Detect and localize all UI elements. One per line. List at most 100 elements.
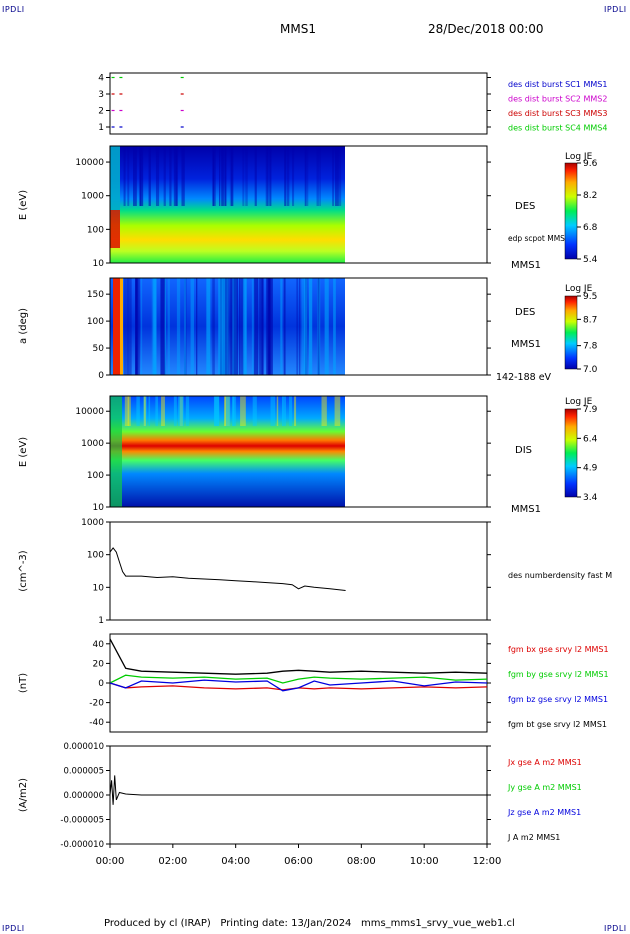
des-stripe: [163, 146, 166, 206]
pa-stripe: [333, 278, 336, 375]
dis-energy-y-ticks: 10000 1000 100 10: [75, 407, 491, 513]
footer-filename: mms_mms1_srvy_vue_web1.cl: [360, 918, 515, 929]
des-pitch-colorbar: Log JE 9.5 8.7 7.8 7.0: [564, 284, 598, 375]
des-stripe: [284, 146, 286, 206]
colorbar-tick-label: 7.8: [583, 342, 598, 352]
des-pitch-onset-red: [113, 278, 120, 375]
pa-stripe: [261, 278, 264, 375]
pa-stripe: [304, 278, 308, 375]
time-axis-ticks: 00:00 02:00 04:00 06:00 08:00 10:00 12:00: [96, 844, 501, 867]
des-stripe: [286, 146, 290, 206]
pa-stripe: [233, 278, 239, 375]
dis-stripe: [161, 396, 165, 426]
density-ylabel: (cm^-3): [18, 550, 29, 591]
pa-stripe: [140, 278, 143, 375]
dis-stripe: [143, 396, 146, 426]
des-pitch-y-tick-label: 150: [87, 290, 104, 300]
pa-stripe: [135, 278, 138, 375]
dis-stripe: [173, 396, 177, 426]
des-stripe: [292, 146, 295, 206]
burst-legend: des dist burst SC1 MMS1 des dist burst SC…: [508, 80, 607, 133]
des-stripe: [169, 146, 172, 206]
des-pitch-y-ticks: 150 100 50 0: [87, 290, 491, 381]
current-ylabel: (A/m2): [18, 778, 29, 812]
pa-stripe: [222, 278, 225, 375]
burst-y-tick-label: 3: [98, 90, 104, 100]
pa-stripe: [218, 278, 224, 375]
des-energy-colorbar: Log JE 9.6 8.2 6.8 5.4: [564, 152, 598, 265]
des-stripe: [338, 146, 342, 206]
pa-stripe: [324, 278, 329, 375]
des-energy-spectrogram: [110, 146, 345, 263]
des-stripe: [269, 146, 272, 206]
density-y-tick-label: 1000: [81, 518, 104, 528]
bfield-legend-entry: fgm bt gse srvy l2 MMS1: [508, 720, 607, 729]
pa-stripe: [229, 278, 233, 375]
panel-burst-frame: [109, 72, 488, 135]
pa-stripe: [190, 278, 194, 375]
burst-legend-entry: des dist burst SC2 MMS2: [508, 95, 607, 104]
pa-stripe: [176, 278, 181, 375]
dis-stripe: [270, 396, 276, 426]
colorbar-tick-label: 7.0: [583, 365, 598, 375]
bfield-y-tick-label: 20: [93, 659, 105, 669]
bfield-series-line: [109, 638, 488, 675]
footer-produced-by: Produced by cl (IRAP): [104, 918, 211, 929]
dis-energy-colorbar-ticks: 7.9 6.4 4.9 3.4: [577, 405, 598, 503]
dis-energy-stripes: [124, 396, 341, 426]
bfield-legend-entry: fgm by gse srvy l2 MMS1: [508, 670, 609, 679]
density-legend: des numberdensity fast M: [508, 571, 612, 580]
des-pitch-sc-label: MMS1: [511, 339, 541, 350]
dis-stripe: [214, 396, 220, 426]
des-stripe: [316, 146, 319, 206]
bfield-y-ticks: 40 20 0 -20 -40: [89, 640, 491, 728]
dis-energy-y-tick-label: 10000: [75, 407, 104, 417]
des-energy-colorbar-ticks: 9.6 8.2 6.8 5.4: [577, 159, 598, 265]
des-stripe: [304, 146, 307, 206]
current-y-ticks: 0.000010 0.000005 0.000000 -0.000005 -0.0000…: [60, 742, 491, 850]
dis-stripe: [179, 396, 183, 426]
dis-stripe: [334, 396, 341, 426]
des-stripe: [133, 146, 137, 206]
des-pitch-y-tick-label: 0: [98, 371, 104, 381]
colorbar-tick-label: 7.9: [583, 405, 598, 415]
colorbar-tick-label: 9.5: [583, 292, 597, 302]
colorbar-tick-label: 4.9: [583, 464, 598, 474]
dis-stripe: [282, 396, 286, 426]
bfield-y-tick-label: 0: [98, 679, 104, 689]
dis-energy-colorbar-bar: [564, 408, 578, 498]
dis-stripe: [276, 396, 279, 426]
burst-y-ticks: 4 3 2 1: [98, 74, 491, 133]
des-energy-y-tick-label: 1000: [81, 192, 104, 202]
time-tick-label: 00:00: [96, 856, 125, 867]
des-pitch-colorbar-ticks: 9.5 8.7 7.8 7.0: [577, 292, 598, 375]
dis-energy-colorbar-title: Log JE: [565, 397, 593, 407]
dis-stripe: [127, 396, 131, 426]
current-y-tick-label: 0.000005: [63, 767, 104, 777]
dis-stripe: [232, 396, 237, 426]
des-stripe: [181, 146, 185, 206]
time-tick-label: 02:00: [158, 856, 187, 867]
bfield-series-line: [109, 674, 488, 684]
dis-stripe: [225, 396, 231, 426]
footer: Produced by cl (IRAP) Printing date: 13/…: [104, 918, 515, 929]
des-energy-stripes: [123, 146, 342, 206]
dis-stripe: [178, 396, 184, 426]
pa-stripe: [267, 278, 272, 375]
des-stripe: [221, 146, 223, 206]
des-energy-y-tick-label: 10: [93, 259, 105, 269]
des-pitch-y-tick-label: 50: [93, 344, 105, 354]
bfield-legend-entry: fgm bz gse srvy l2 MMS1: [508, 695, 608, 704]
dis-stripe: [289, 396, 293, 426]
pa-stripe: [333, 278, 335, 375]
pa-stripe: [223, 278, 229, 375]
des-energy-y-ticks: 10000 1000 100 10: [75, 158, 491, 269]
pa-stripe: [224, 278, 228, 375]
burst-marks: [111, 76, 184, 128]
des-energy-y-tick-label: 10000: [75, 158, 104, 168]
corner-logo-bottom-left: IPDLI: [2, 924, 25, 933]
pa-stripe: [153, 278, 157, 375]
des-energy-colorbar-title: Log JE: [565, 152, 593, 162]
des-stripe: [173, 146, 177, 206]
des-energy-overlay-label: edp scpot MMS1: [508, 234, 570, 243]
